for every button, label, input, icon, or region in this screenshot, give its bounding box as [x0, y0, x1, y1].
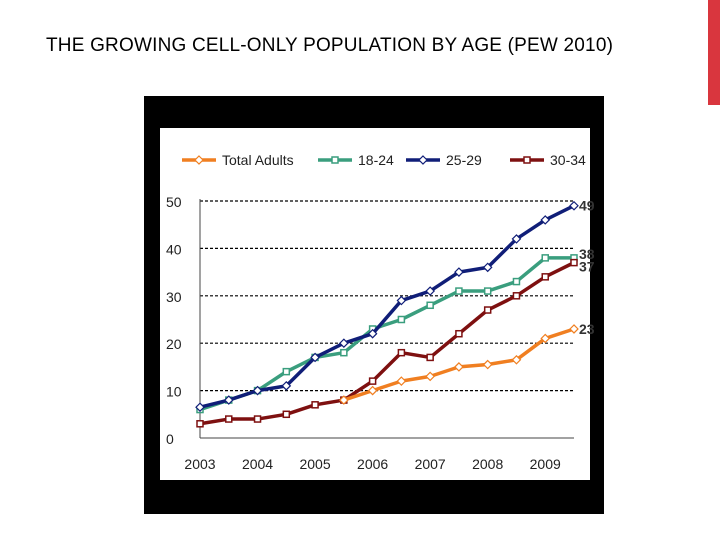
data-point-0-0: [338, 395, 349, 405]
legend-label-1: 18-24: [358, 152, 394, 168]
data-point-2-12: [540, 215, 551, 225]
data-point-3-8: [426, 353, 434, 362]
y-tick-label-10: 10: [166, 384, 182, 400]
data-point-0-3: [425, 371, 436, 382]
series-line-3: [199, 261, 575, 426]
end-label-0: 23: [579, 321, 595, 337]
chart-panel: [160, 128, 590, 480]
data-point-3-0: [196, 420, 204, 428]
chart-frame: 0 10 20 30 40 50 2003 2004 2005 2006 2007 2008 2009 T…: [144, 96, 604, 514]
slide-title: THE GROWING CELL-ONLY POPULATION BY AGE …: [46, 35, 614, 56]
data-point-2-9: [454, 267, 464, 277]
data-point-3-10: [483, 306, 492, 314]
data-point-0-1: [367, 385, 378, 396]
y-tick-label-50: 50: [166, 194, 182, 210]
legend-marker-0: [194, 155, 204, 165]
line-chart: 0 10 20 30 40 50 2003 2004 2005 2006 2007 2008 2009 T…: [160, 128, 595, 480]
data-point-3-3: [282, 410, 291, 419]
x-tick-label-2008: 2008: [472, 456, 503, 472]
data-point-3-9: [455, 329, 463, 338]
data-point-1-8: [426, 301, 434, 310]
series-line-1: [199, 256, 574, 412]
series-line-2: [199, 204, 575, 409]
end-label-1: 38: [579, 246, 595, 262]
data-point-1-7: [397, 315, 406, 324]
data-point-2-4: [310, 352, 320, 363]
accent-bar: [708, 0, 720, 105]
data-point-3-4: [311, 401, 319, 409]
data-point-3-11: [512, 292, 521, 300]
data-point-2-0: [195, 402, 205, 413]
legend-marker-3: [523, 156, 531, 164]
data-point-2-7: [396, 295, 407, 306]
end-label-3: 37: [579, 259, 595, 275]
y-tick-label-40: 40: [166, 241, 182, 257]
data-point-3-7: [397, 348, 406, 357]
data-point-0-5: [482, 359, 493, 370]
x-tick-label-2009: 2009: [530, 456, 561, 472]
data-point-3-13: [570, 258, 578, 267]
data-point-2-11: [511, 234, 522, 244]
x-tick-label-2006: 2006: [357, 456, 388, 472]
data-point-1-10: [483, 287, 492, 295]
x-tick-label-2003: 2003: [184, 456, 215, 472]
data-point-3-6: [368, 377, 377, 385]
legend-label-3: 30-34: [550, 152, 586, 168]
data-point-1-3: [282, 367, 291, 376]
data-point-0-2: [396, 376, 407, 386]
x-tick-label-2005: 2005: [299, 456, 330, 472]
data-point-0-6: [511, 354, 522, 365]
data-point-1-5: [340, 348, 348, 357]
data-point-0-8: [569, 324, 579, 334]
data-point-2-13: [569, 200, 579, 211]
data-point-3-1: [225, 415, 233, 423]
y-tick-label-30: 30: [166, 289, 182, 305]
legend-label-0: Total Adults: [222, 152, 294, 168]
data-point-1-9: [455, 287, 463, 295]
data-point-1-12: [541, 254, 549, 262]
data-point-0-4: [454, 362, 464, 372]
end-label-2: 49: [579, 198, 595, 214]
y-tick-label-0: 0: [166, 431, 174, 447]
legend-marker-2: [418, 155, 428, 165]
x-tick-label-2007: 2007: [415, 456, 446, 472]
x-tick-label-2004: 2004: [242, 456, 273, 472]
data-point-2-1: [223, 395, 234, 405]
legend-label-2: 25-29: [446, 152, 482, 168]
data-point-1-11: [512, 277, 521, 286]
data-point-2-3: [281, 381, 292, 391]
y-tick-label-20: 20: [166, 336, 182, 352]
data-point-0-7: [540, 333, 551, 344]
data-point-2-8: [425, 286, 436, 296]
data-point-2-10: [482, 262, 493, 273]
data-point-2-2: [252, 385, 263, 396]
data-point-3-2: [253, 415, 262, 423]
data-point-2-6: [367, 328, 378, 339]
data-point-2-5: [338, 338, 349, 349]
legend-marker-1: [331, 156, 339, 164]
data-point-3-12: [541, 273, 549, 281]
